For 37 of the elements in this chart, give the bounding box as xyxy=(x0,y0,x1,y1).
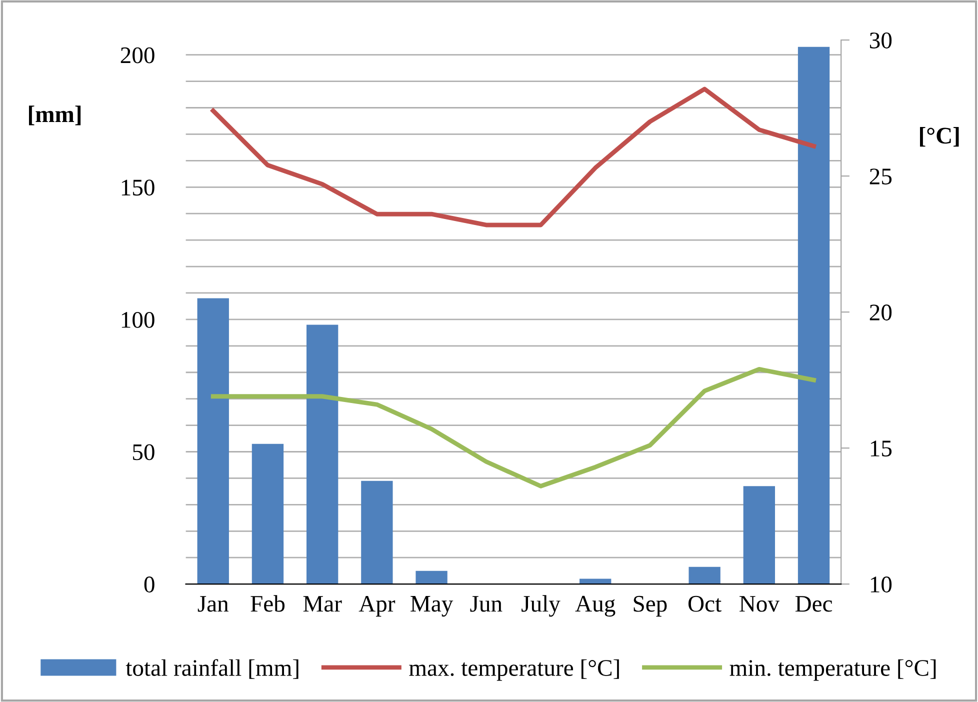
y-tick-label: 200 xyxy=(120,47,154,64)
y2-tick-label: 20 xyxy=(870,304,892,320)
line-series xyxy=(210,366,816,488)
bar xyxy=(798,46,830,584)
y-tick-label: 100 xyxy=(122,312,154,328)
x-tick-label: Aug xyxy=(575,596,616,617)
legend-label: min. temperature [°C] xyxy=(730,659,936,681)
bar xyxy=(306,324,338,584)
x-tick-label: July xyxy=(522,595,560,617)
x-tick-label: Feb xyxy=(250,595,285,612)
bar xyxy=(361,480,393,584)
line-series xyxy=(210,86,816,228)
y2-tick-label: 15 xyxy=(870,440,892,456)
bar xyxy=(688,566,720,584)
bar xyxy=(416,570,448,584)
legend-label: total rainfall [mm] xyxy=(126,659,298,679)
x-tick-label: Jan xyxy=(198,596,228,612)
y2-tick-label: 25 xyxy=(870,168,892,184)
y-tick-label: 50 xyxy=(133,444,154,460)
y2-axis-title: [°C] xyxy=(920,127,959,147)
x-tick-label: May xyxy=(410,596,454,617)
x-tick-label: Mar xyxy=(303,596,342,612)
x-tick-label: Oct xyxy=(688,596,722,612)
y-tick-label: 150 xyxy=(122,180,154,196)
bar xyxy=(743,486,776,584)
x-tick-label: Jun xyxy=(470,596,502,612)
bar xyxy=(252,444,284,584)
x-tick-label: Dec xyxy=(795,596,832,612)
y2-tick-label: 10 xyxy=(870,576,892,592)
legend-label: max. temperature [°C] xyxy=(409,659,619,681)
x-tick-label: Sep xyxy=(634,596,667,617)
x-tick-label: Nov xyxy=(740,596,780,612)
y-axis-title: [mm] xyxy=(28,106,81,126)
y-tick-label: 0 xyxy=(144,576,154,592)
y2-tick-label: 30 xyxy=(870,32,892,48)
bar xyxy=(197,298,229,584)
x-tick-label: Apr xyxy=(358,596,396,617)
